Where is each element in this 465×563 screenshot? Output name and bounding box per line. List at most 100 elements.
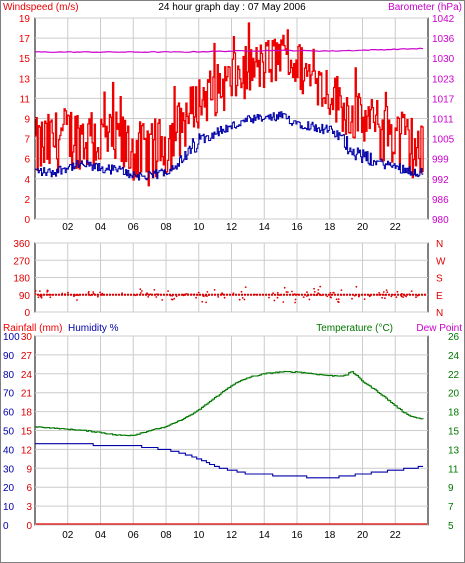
wind-direction-point bbox=[206, 291, 209, 293]
chart-marks bbox=[34, 22, 427, 525]
wind-direction-point bbox=[40, 296, 43, 299]
wind-direction-point bbox=[51, 294, 53, 296]
wind-direction-point bbox=[378, 294, 380, 296]
wind-direction-point bbox=[294, 298, 297, 301]
humidity-series-line bbox=[35, 443, 424, 479]
wind-direction-point bbox=[92, 291, 95, 293]
wind-direction-point bbox=[400, 294, 403, 297]
wind-direction-point bbox=[405, 295, 407, 298]
wind-direction-point bbox=[378, 292, 380, 294]
rainfall-tick: 0 bbox=[26, 521, 32, 532]
dewpoint-axis-label: Dew Point bbox=[416, 323, 462, 334]
wind-direction-point bbox=[61, 292, 64, 295]
wind-direction-point bbox=[75, 294, 77, 296]
wind-direction-point bbox=[193, 293, 196, 296]
wind-direction-point bbox=[67, 291, 69, 294]
compass-tick: S bbox=[436, 274, 443, 285]
wind-direction-point bbox=[337, 300, 339, 303]
temperature-tick: 18 bbox=[448, 408, 460, 419]
wind-direction-point bbox=[329, 292, 332, 294]
wind-direction-point bbox=[178, 294, 181, 296]
rainfall-tick: 24 bbox=[21, 370, 33, 381]
wind-direction-point bbox=[157, 293, 160, 296]
wind-direction-point bbox=[351, 297, 353, 300]
x-tick-label-top: 14 bbox=[259, 222, 271, 233]
wind-direction-point bbox=[337, 298, 340, 300]
wind-direction-point bbox=[197, 294, 199, 296]
wind-direction-point bbox=[140, 292, 142, 294]
wind-direction-point bbox=[155, 296, 158, 298]
wind-direction-point bbox=[173, 297, 176, 300]
humidity-tick: 10 bbox=[3, 502, 15, 513]
direction-tick: 90 bbox=[19, 291, 31, 302]
wind-direction-point bbox=[147, 293, 150, 296]
rainfall-tick: 9 bbox=[26, 464, 32, 475]
wind-direction-point bbox=[96, 294, 99, 296]
wind-direction-point bbox=[40, 294, 43, 297]
temperature-tick: 20 bbox=[448, 389, 460, 400]
wind-direction-point bbox=[205, 301, 208, 304]
wind-direction-point bbox=[306, 291, 308, 294]
rainfall-tick: 15 bbox=[21, 427, 33, 438]
rainfall-axis-label: Rainfall (mm) bbox=[3, 323, 62, 334]
temperature-tick: 13 bbox=[448, 445, 460, 456]
wind-direction-point bbox=[64, 293, 66, 296]
wind-direction-point bbox=[313, 294, 316, 296]
x-tick-label-bottom: 18 bbox=[324, 530, 336, 541]
humidity-axis-label: Humidity % bbox=[68, 323, 119, 334]
temperature-series-line bbox=[35, 370, 424, 437]
barometer-tick: 1011 bbox=[432, 115, 454, 126]
x-tick-label-top: 02 bbox=[62, 222, 74, 233]
wind-direction-point bbox=[319, 285, 322, 288]
wind-direction-point bbox=[78, 293, 81, 296]
windspeed-tick: 9 bbox=[24, 115, 30, 126]
wind-direction-point bbox=[384, 297, 386, 300]
wind-direction-point bbox=[404, 294, 406, 297]
temperature-tick: 26 bbox=[448, 332, 460, 343]
wind-direction-point bbox=[296, 293, 299, 296]
x-tick-label-bottom: 12 bbox=[226, 530, 238, 541]
wind-direction-point bbox=[382, 291, 385, 293]
wind-direction-point bbox=[307, 294, 310, 297]
wind-direction-point bbox=[320, 294, 322, 297]
windspeed-tick: 7 bbox=[24, 135, 30, 146]
x-tick-label-bottom: 04 bbox=[95, 530, 107, 541]
temperature-tick: 22 bbox=[448, 370, 460, 381]
wind-direction-point bbox=[335, 298, 338, 301]
wind-direction-point bbox=[206, 295, 208, 297]
rainfall-tick: 27 bbox=[21, 351, 33, 362]
humidity-tick: 30 bbox=[3, 464, 15, 475]
wind-direction-point bbox=[291, 290, 293, 293]
wind-direction-point bbox=[204, 294, 207, 297]
wind-direction-point bbox=[134, 294, 137, 297]
wind-direction-point bbox=[353, 294, 356, 297]
wind-direction-point bbox=[147, 296, 150, 298]
wind-direction-point bbox=[139, 288, 142, 291]
barometer-tick: 1017 bbox=[432, 94, 455, 105]
x-tick-label-top: 04 bbox=[95, 222, 107, 233]
direction-tick: 270 bbox=[13, 256, 30, 267]
wind-direction-point bbox=[313, 287, 315, 290]
wind-direction-point bbox=[97, 295, 99, 298]
windspeed-tick: 4 bbox=[24, 175, 30, 186]
wind-direction-point bbox=[87, 290, 90, 293]
wind-direction-point bbox=[238, 298, 241, 301]
wind-direction-point bbox=[384, 294, 386, 296]
humidity-tick: 50 bbox=[3, 427, 15, 438]
wind-direction-point bbox=[136, 293, 139, 296]
windspeed-tick: 6 bbox=[24, 155, 30, 166]
wind-direction-point bbox=[276, 296, 279, 299]
temperature-tick: 9 bbox=[448, 483, 454, 494]
barometer-tick: 1042 bbox=[432, 14, 455, 25]
wind-direction-point bbox=[385, 289, 388, 291]
humidity-tick: 0 bbox=[3, 521, 9, 532]
wind-direction-point bbox=[401, 292, 403, 295]
windspeed-axis-label: Windspeed (m/s) bbox=[3, 2, 79, 13]
wind-direction-point bbox=[195, 296, 198, 299]
wind-direction-point bbox=[410, 290, 413, 292]
temperature-axis-label: Temperature (°C) bbox=[316, 323, 393, 334]
wind-direction-point bbox=[203, 295, 205, 297]
windspeed-tick: 11 bbox=[20, 94, 31, 105]
barometer-tick: 1005 bbox=[432, 135, 455, 146]
wind-direction-point bbox=[145, 293, 148, 295]
